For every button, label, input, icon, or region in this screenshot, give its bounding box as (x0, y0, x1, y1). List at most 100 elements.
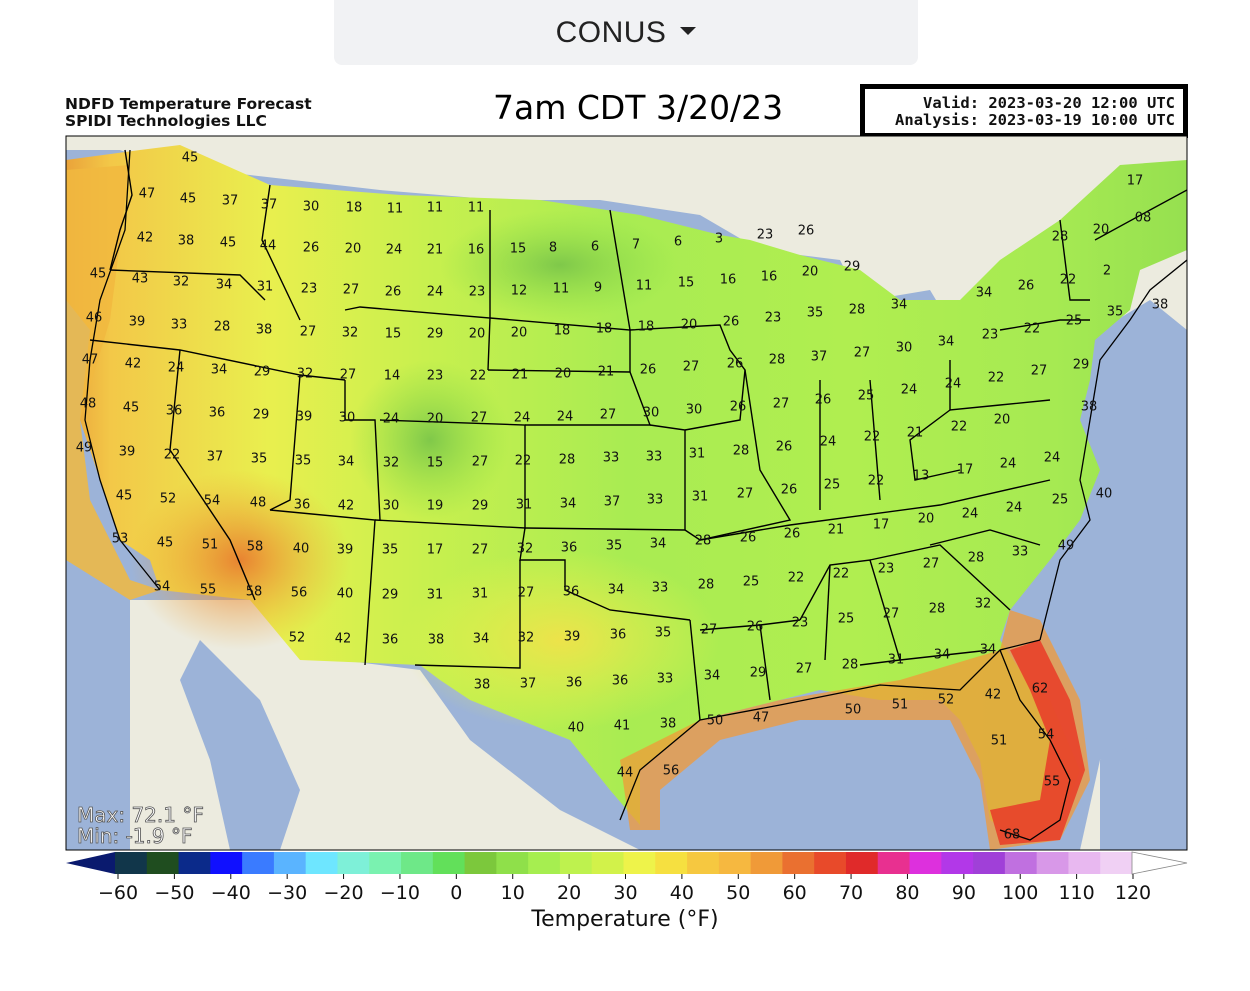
city-temp-label: 31 (689, 447, 706, 462)
city-temp-label: 27 (340, 368, 357, 383)
city-temp-label: 58 (246, 585, 263, 600)
colorbar-tick-label: −10 (380, 882, 420, 904)
city-temp-label: 28 (214, 320, 231, 335)
city-temp-label: 39 (564, 630, 581, 645)
city-temp-label: 6 (674, 235, 682, 250)
city-temp-label: 38 (178, 234, 195, 249)
colorbar-swatch (718, 852, 752, 874)
city-temp-label: 39 (119, 445, 136, 460)
city-temp-label: 40 (568, 721, 585, 736)
city-temp-label: 33 (171, 318, 188, 333)
city-temp-label: 29 (1073, 358, 1090, 373)
city-temp-label: 36 (294, 498, 311, 513)
colorbar-swatch (559, 852, 593, 874)
colorbar-tick-label: 0 (450, 882, 462, 904)
colorbar-swatch (305, 852, 338, 874)
city-temp-label: 28 (842, 658, 859, 673)
city-temp-label: 40 (293, 542, 310, 557)
city-temp-label: 22 (1060, 273, 1077, 288)
city-temp-label: 27 (300, 325, 317, 340)
region-select-label: CONUS (555, 15, 667, 49)
colorbar-swatch (782, 852, 815, 874)
city-temp-label: 68 (1004, 828, 1021, 843)
city-temp-label: 26 (740, 531, 757, 546)
city-temp-label: 28 (695, 534, 712, 549)
city-temp-label: 26 (784, 527, 801, 542)
colorbar-swatch (401, 852, 434, 874)
colorbar-swatch (655, 852, 688, 874)
city-temp-label: 34 (338, 455, 355, 470)
city-temp-label: 31 (692, 490, 709, 505)
city-temp-label: 42 (137, 231, 154, 246)
colorbar-swatch (845, 852, 879, 874)
city-temp-label: 22 (988, 371, 1005, 386)
city-temp-label: 30 (339, 411, 356, 426)
city-temp-label: 35 (606, 539, 623, 554)
city-temp-label: 6 (591, 240, 599, 255)
colorbar-tick-label: 20 (557, 882, 581, 904)
city-temp-label: 27 (600, 408, 617, 423)
city-temp-label: 37 (604, 495, 621, 510)
colorbar: −60 −50 −40 −30 −20 −10 0 10 20 30 40 50 60 70 80 90 100… (66, 851, 1188, 904)
city-temp-label: 24 (1000, 457, 1017, 472)
city-temp-label: 29 (382, 588, 399, 603)
city-temp-label: 22 (833, 567, 850, 582)
city-temp-label: 51 (202, 538, 219, 553)
city-temp-label: 39 (129, 315, 146, 330)
city-temp-label: 23 (765, 311, 782, 326)
map-frame (65, 135, 1188, 851)
city-temp-label: 15 (427, 456, 444, 471)
city-temp-label: 44 (617, 766, 634, 781)
city-temp-label: 47 (139, 187, 156, 202)
city-temp-label: 21 (427, 243, 444, 258)
city-temp-label: 23 (301, 282, 318, 297)
city-temp-label: 27 (683, 360, 700, 375)
city-temp-label: 20 (555, 367, 572, 382)
city-temp-label: 34 (980, 643, 997, 658)
city-temp-label: 35 (807, 306, 824, 321)
city-temp-label: 32 (342, 326, 359, 341)
city-temp-label: 51 (991, 734, 1008, 749)
city-temp-label: 51 (892, 698, 909, 713)
colorbar-tick-label: 10 (501, 882, 525, 904)
city-temp-label: 29 (472, 499, 489, 514)
pacific-coast-warm-band (66, 165, 160, 600)
city-temp-label: 25 (858, 389, 875, 404)
region-select[interactable]: CONUS (334, 0, 918, 65)
city-temp-label: 36 (166, 404, 183, 419)
colorbar-over-triangle (1131, 851, 1188, 875)
colorbar-tick-label: −50 (154, 882, 194, 904)
colorbar-swatch (814, 852, 847, 874)
city-temp-label: 36 (382, 633, 399, 648)
city-temp-label: 43 (132, 272, 149, 287)
city-temp-label: 44 (260, 239, 277, 254)
city-temp-label: 28 (559, 453, 576, 468)
city-temp-label: 20 (918, 512, 935, 527)
city-temp-label: 48 (250, 496, 267, 511)
city-temp-label: 20 (345, 242, 362, 257)
max-temperature: Max: 72.1 °F (77, 803, 204, 827)
city-temp-label: 34 (650, 537, 667, 552)
city-temp-label: 34 (560, 497, 577, 512)
city-temp-label: 24 (168, 361, 185, 376)
city-temp-label: 38 (474, 678, 491, 693)
city-temp-label: 38 (256, 323, 273, 338)
state-borders (89, 149, 1090, 721)
colorbar-swatch (369, 852, 402, 874)
city-temp-label: 29 (254, 365, 271, 380)
city-temp-label: 38 (428, 633, 445, 648)
city-temp-label: 27 (923, 557, 940, 572)
city-temp-label: 17 (427, 543, 444, 558)
city-temp-label: 39 (337, 543, 354, 558)
city-temp-label: 33 (652, 581, 669, 596)
city-temp-label: 15 (385, 327, 402, 342)
city-temp-label: 45 (123, 401, 140, 416)
cold-core-colorado (350, 360, 510, 520)
city-temp-label: 22 (515, 454, 532, 469)
city-temp-label: 34 (216, 278, 233, 293)
colorbar-swatch (973, 852, 1006, 874)
city-temp-label: 30 (303, 200, 320, 215)
city-temp-label: 27 (883, 607, 900, 622)
